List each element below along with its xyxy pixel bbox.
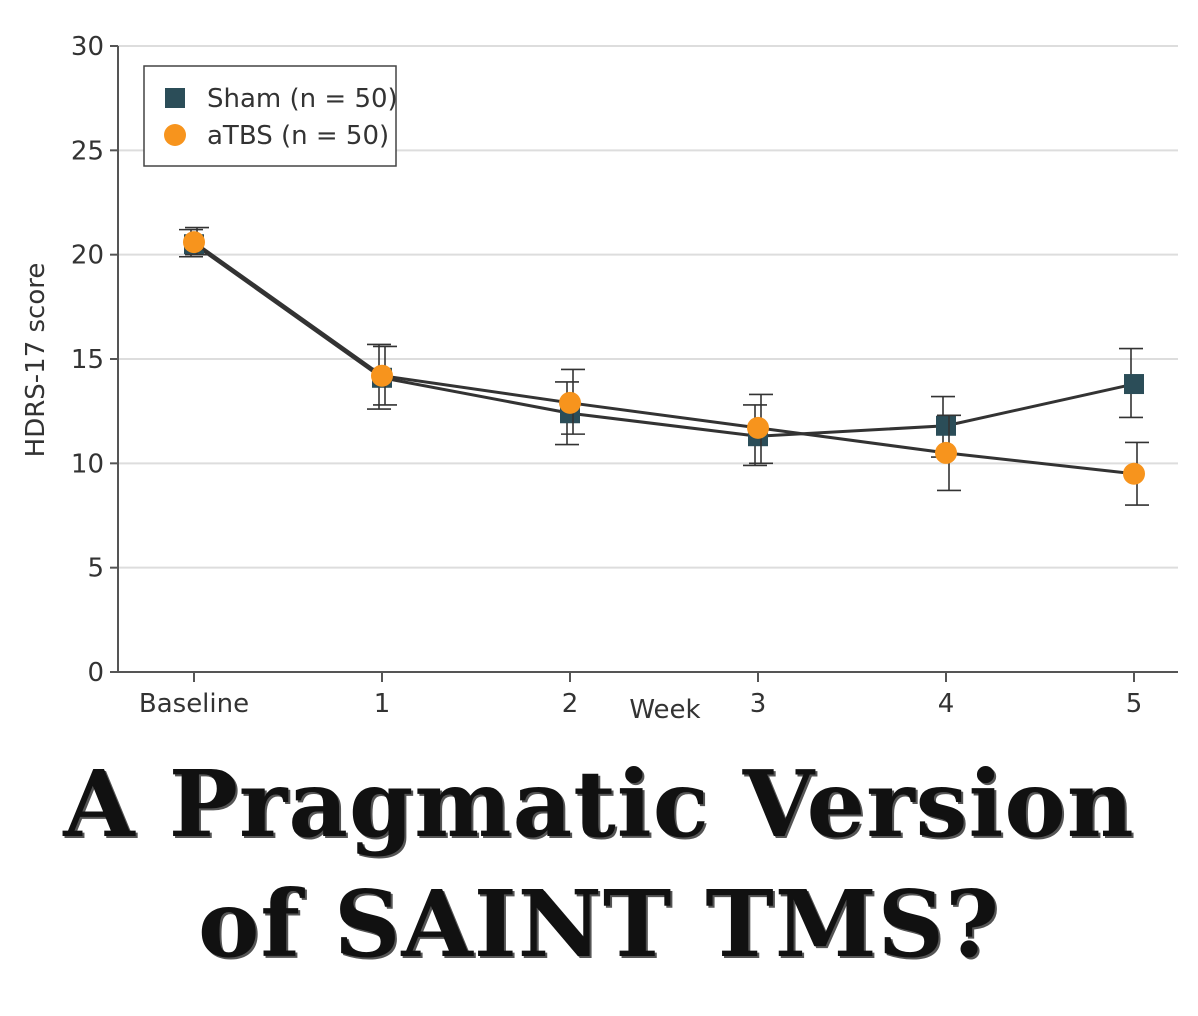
data-point-circle: [1123, 462, 1145, 485]
legend-label: aTBS (n = 50): [207, 121, 389, 151]
headline-line-2: of SAINT TMS?: [197, 870, 1001, 978]
hdrs-line-chart: 0 5 10 15 20 25 30 Baseline 1 2 3 4 5 Sham (n = 50) a…: [21, 32, 1178, 725]
data-point-circle: [183, 231, 205, 254]
axes: 0 5 10 15 20 25 30 Baseline 1 2 3 4 5: [71, 32, 1178, 719]
x-tick-label: Baseline: [139, 689, 249, 719]
legend-square-marker: [165, 88, 185, 108]
data-point-square: [1124, 374, 1144, 395]
legend-circle-marker: [164, 124, 186, 146]
y-tick-label: 10: [71, 449, 104, 479]
data-point-square: [936, 415, 956, 436]
data-point-circle: [747, 416, 769, 439]
x-axis-title: Week: [629, 695, 700, 725]
headline-line-1: A Pragmatic Version: [63, 750, 1135, 858]
y-tick-label: 30: [71, 32, 104, 62]
y-tick-label: 15: [71, 345, 104, 375]
x-tick-label: 1: [374, 689, 391, 719]
y-tick-label: 5: [87, 554, 104, 584]
y-axis-title: HDRS-17 score: [21, 263, 51, 458]
y-tick-label: 0: [87, 658, 104, 688]
series: [179, 226, 1149, 506]
x-tick-label: 2: [562, 689, 579, 719]
data-point-circle: [559, 391, 581, 414]
legend-label: Sham (n = 50): [207, 84, 398, 114]
y-tick-label: 20: [71, 241, 104, 271]
x-tick-label: 3: [750, 689, 767, 719]
data-point-circle: [935, 441, 957, 464]
series-1: [183, 226, 1149, 506]
y-tick-label: 25: [71, 136, 104, 166]
legend-box: [143, 65, 397, 167]
series-0: [179, 228, 1144, 467]
x-tick-label: 5: [1126, 689, 1143, 719]
series-line: [193, 243, 1135, 438]
series-line: [193, 240, 1135, 476]
legend: Sham (n = 50) aTBS (n = 50): [143, 65, 398, 167]
data-point-circle: [371, 364, 393, 387]
x-tick-label: 4: [938, 689, 955, 719]
